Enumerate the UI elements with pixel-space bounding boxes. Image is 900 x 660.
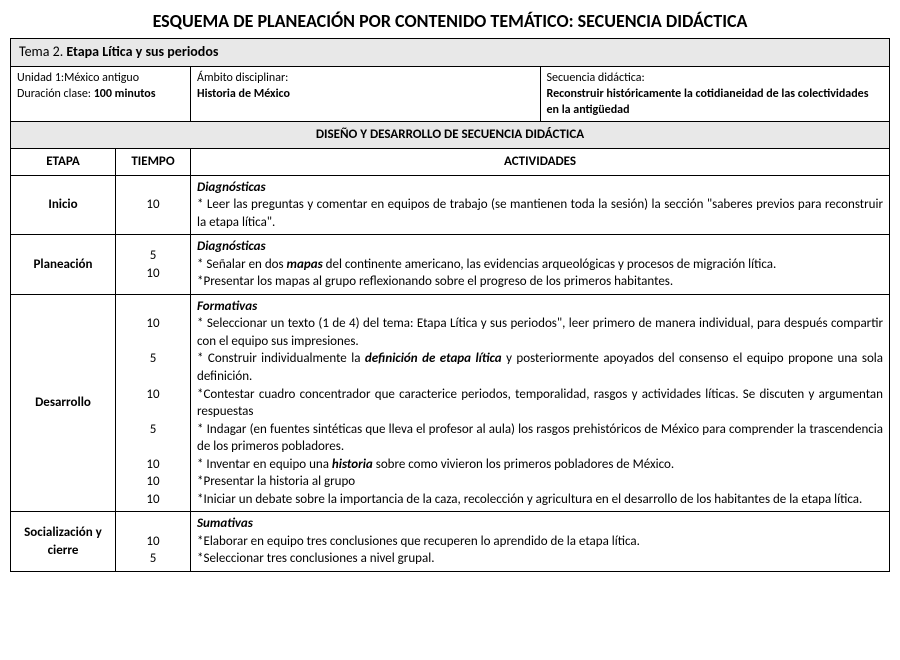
act-head: Diagnósticas [197,239,266,254]
act-line: *Presentar la historia al grupo [197,474,355,489]
act-line: * Leer las preguntas y comentar en equip… [197,197,883,230]
actividades-planeacion: Diagnósticas * Señalar en dos mapas del … [191,235,890,295]
planning-table: Tema 2. Etapa Lítica y sus periodos Unid… [10,38,890,572]
secuencia-label: Secuencia didáctica: [547,71,645,85]
col-tiempo: TIEMPO [116,149,191,176]
ambito-value: Historia de México [197,87,290,101]
act-bold: definición de etapa lítica [365,351,502,366]
table-row: Desarrollo 10 5 10 5 10 10 10 Formativas… [11,294,890,512]
page-title: ESQUEMA DE PLANEACIÓN POR CONTENIDO TEMÁ… [10,10,890,32]
act-bold: mapas [287,257,323,272]
act-line: del continente americano, las evidencias… [323,257,777,272]
duracion-label: Duración clase: [17,87,94,101]
act-line: * Seleccionar un texto (1 de 4) del tema… [197,316,883,349]
tiempo-desarrollo: 10 5 10 5 10 10 10 [116,294,191,512]
etapa-desarrollo: Desarrollo [11,294,116,512]
meta-row: Unidad 1:México antiguo Duración clase: … [11,66,890,122]
column-header-row: ETAPA TIEMPO ACTIVIDADES [11,149,890,176]
tiempo-planeacion: 5 10 [116,235,191,295]
tiempo-value: 5 [150,351,157,366]
ambito-label: Ámbito disciplinar: [197,71,288,85]
design-header-row: DISEÑO Y DESARROLLO DE SECUENCIA DIDÁCTI… [11,122,890,149]
col-actividades: ACTIVIDADES [191,149,890,176]
act-head: Formativas [197,299,257,314]
act-line: * Indagar (en fuentes sintéticas que lle… [197,422,883,455]
act-line: *Elaborar en equipo tres conclusiones qu… [197,534,640,549]
etapa-inicio: Inicio [11,175,116,235]
actividades-cierre: Sumativas *Elaborar en equipo tres concl… [191,512,890,572]
etapa-planeacion: Planeación [11,235,116,295]
unidad-label: Unidad 1: [17,71,64,85]
act-head: Sumativas [197,516,253,531]
tiempo-value: 10 [146,492,159,507]
act-line: *Iniciar un debate sobre la importancia … [197,492,862,507]
tiempo-cierre: 10 5 [116,512,191,572]
tiempo-inicio: 10 [116,175,191,235]
tema-value: Etapa Lítica y sus periodos [66,43,218,60]
tiempo-value: 10 [146,387,159,402]
act-line: * Construir individualmente la [197,351,365,366]
tema-row: Tema 2. Etapa Lítica y sus periodos [11,39,890,67]
act-line: * Señalar en dos [197,257,287,272]
unidad-value: México antiguo [64,71,139,85]
act-line: *Seleccionar tres conclusiones a nivel g… [197,551,435,566]
table-row: Inicio 10 Diagnósticas * Leer las pregun… [11,175,890,235]
tiempo-value: 5 [150,551,157,566]
act-line: *Contestar cuadro concentrador que carac… [197,387,883,420]
table-row: Socialización y cierre 10 5 Sumativas *E… [11,512,890,572]
design-header: DISEÑO Y DESARROLLO DE SECUENCIA DIDÁCTI… [11,122,890,149]
act-bold: historia [332,457,373,472]
tiempo-value: 5 [150,248,157,263]
tiempo-value: 10 [146,474,159,489]
actividades-inicio: Diagnósticas * Leer las preguntas y come… [191,175,890,235]
tema-label: Tema 2. [19,43,66,60]
etapa-cierre: Socialización y cierre [11,512,116,572]
tiempo-value: 10 [146,534,159,549]
tiempo-value: 10 [146,457,159,472]
act-line: *Presentar los mapas al grupo reflexiona… [197,274,673,289]
table-row: Planeación 5 10 Diagnósticas * Señalar e… [11,235,890,295]
act-line: * Inventar en equipo una [197,457,332,472]
tiempo-value: 10 [146,266,159,281]
act-line: sobre como vivieron los primeros poblado… [373,457,674,472]
secuencia-value: Reconstruir históricamente la cotidianei… [547,87,869,117]
tiempo-value: 10 [146,316,159,331]
col-etapa: ETAPA [11,149,116,176]
actividades-desarrollo: Formativas * Seleccionar un texto (1 de … [191,294,890,512]
tiempo-value: 5 [150,422,157,437]
duracion-value: 100 minutos [94,87,156,101]
act-head: Diagnósticas [197,180,266,195]
